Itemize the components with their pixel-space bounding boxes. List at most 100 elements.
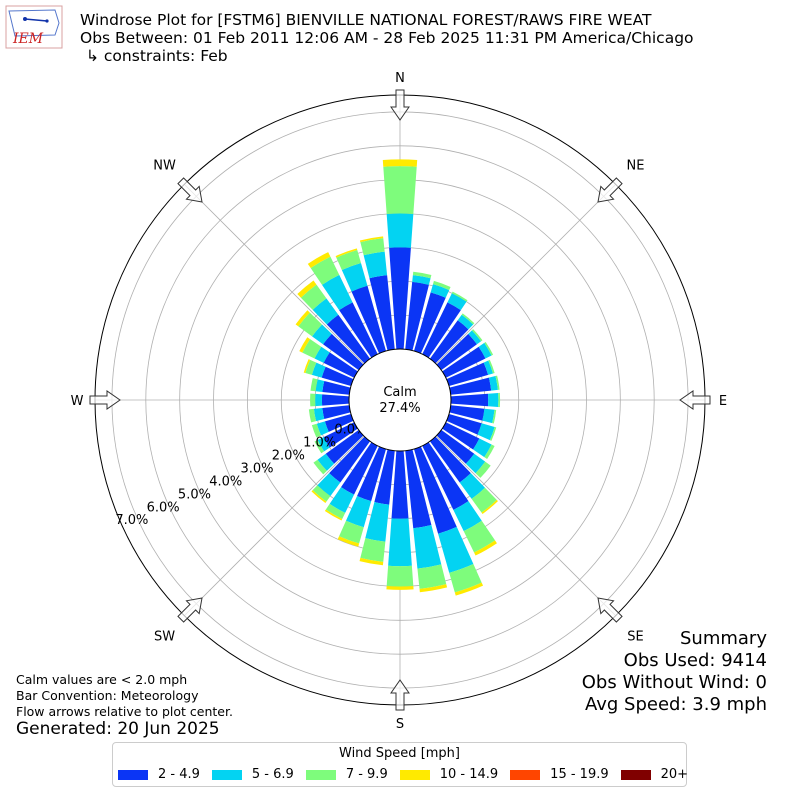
generated-date: Generated: 20 Jun 2025: [16, 719, 220, 739]
bar-segment: [322, 380, 351, 395]
direction-label-sw: SW: [154, 629, 175, 644]
bar-segment: [484, 341, 494, 356]
radial-tick-label: 7.0%: [115, 513, 148, 528]
chart-constraints: ↳ constraints: Feb: [86, 47, 228, 65]
bar-segment: [481, 499, 498, 515]
radial-labels: 0.0%1.0%2.0%3.0%4.0%5.0%6.0%7.0%: [115, 423, 367, 529]
bar-segment: [313, 459, 327, 475]
bar-segment: [492, 409, 497, 424]
chart-title: Windrose Plot for [FSTM6] BIENVILLE NATI…: [80, 11, 652, 29]
bar-segment: [317, 437, 330, 452]
bar-segment: [329, 436, 371, 483]
legend-label: 5 - 6.9: [251, 767, 294, 782]
direction-label-ne: NE: [626, 159, 644, 174]
summary-heading: Summary: [680, 628, 767, 649]
legend-label: 20+: [660, 767, 689, 782]
calm-circle: [348, 348, 452, 452]
bar-segment: [417, 564, 447, 589]
calm-center: Calm 27.4%: [348, 348, 452, 452]
bar-segment: [315, 379, 325, 392]
calm-label: Calm: [383, 385, 416, 400]
bar-segment: [382, 159, 418, 167]
bar-segment: [303, 359, 311, 374]
bar-segment: [317, 473, 341, 497]
bar-segment: [405, 449, 432, 529]
bar-segment: [446, 413, 482, 435]
bar-segment: [475, 461, 491, 478]
logo-text: IEM: [12, 31, 44, 47]
legend-item: 20+: [620, 767, 689, 782]
direction-label-se: SE: [627, 629, 643, 644]
bar-segment: [311, 490, 327, 504]
bar-segment: [457, 314, 474, 330]
bar-segment: [317, 453, 335, 471]
chart-subtitle-period: Obs Between: 01 Feb 2011 12:06 AM - 28 F…: [80, 29, 694, 47]
bar-segment: [463, 520, 496, 553]
legend-label: 2 - 4.9: [158, 767, 200, 782]
legend-swatch: [118, 769, 148, 780]
windrose-bars: [295, 159, 501, 596]
iem-logo: IEM: [5, 5, 63, 49]
bar-segment: [436, 429, 475, 464]
bar-segment: [325, 429, 364, 464]
bar-segment: [447, 293, 467, 311]
bar-segment: [351, 285, 387, 354]
legend-label: 7 - 9.9: [345, 767, 388, 782]
bar-segment: [341, 442, 378, 495]
bar-segment: [299, 337, 311, 353]
bar-segment: [449, 564, 482, 593]
bar-segment: [297, 280, 317, 298]
bar-segment: [323, 422, 358, 448]
bar-segment: [307, 252, 331, 269]
direction-label-e: E: [719, 394, 727, 409]
direction-label-w: W: [71, 394, 84, 409]
bar-segment: [436, 333, 477, 371]
bar-segment: [484, 444, 495, 459]
bar-segment: [363, 251, 388, 279]
bar-segment: [488, 392, 499, 408]
legend-swatch: [620, 769, 651, 780]
radial-tick-label: 5.0%: [178, 487, 211, 502]
bar-segment: [386, 585, 414, 590]
bar-segment: [442, 346, 486, 378]
legend-item: 5 - 6.9: [211, 767, 294, 782]
flow-arrow: [597, 177, 623, 203]
bar-segment: [412, 271, 432, 279]
bar-segment: [336, 249, 361, 270]
bar-segment: [429, 320, 469, 364]
bar-segment: [413, 446, 457, 534]
bar-segment: [345, 496, 372, 528]
bar-segment: [422, 442, 469, 510]
radial-tick-label: 3.0%: [241, 461, 274, 476]
radial-tick-label: 4.0%: [209, 474, 242, 489]
bar-segment: [495, 375, 500, 390]
direction-label-s: S: [396, 717, 404, 732]
bar-segment: [313, 408, 325, 422]
legend: Wind Speed [mph] 2 - 4.9 5 - 6.9 7 - 9.9 10…: [112, 742, 689, 787]
flow-arrow: [177, 177, 203, 203]
direction-label-nw: NW: [153, 159, 176, 174]
bar-segment: [405, 281, 429, 351]
radial-tick-label: 2.0%: [272, 448, 305, 463]
flow-arrow: [390, 679, 410, 711]
bar-segment: [360, 238, 385, 256]
bar-segment: [310, 393, 316, 407]
bar-segment: [412, 275, 431, 285]
bar-segment: [386, 565, 414, 587]
calm-value: 27.4%: [379, 401, 420, 416]
flow-arrow: [679, 390, 711, 410]
bar-segment: [474, 540, 497, 556]
bar-segment: [465, 453, 486, 474]
bar-segment: [298, 312, 323, 337]
legend-label: 10 - 14.9: [439, 767, 499, 782]
bar-segment: [312, 298, 339, 325]
bar-segment: [365, 502, 390, 542]
bar-segment: [321, 394, 350, 406]
bar-segment: [422, 302, 461, 358]
bar-segment: [383, 166, 417, 215]
bar-segment: [473, 438, 492, 458]
direction-label-n: N: [395, 71, 405, 86]
bar-segment: [386, 213, 414, 248]
legend-swatch: [510, 769, 541, 780]
bar-segment: [360, 538, 386, 562]
